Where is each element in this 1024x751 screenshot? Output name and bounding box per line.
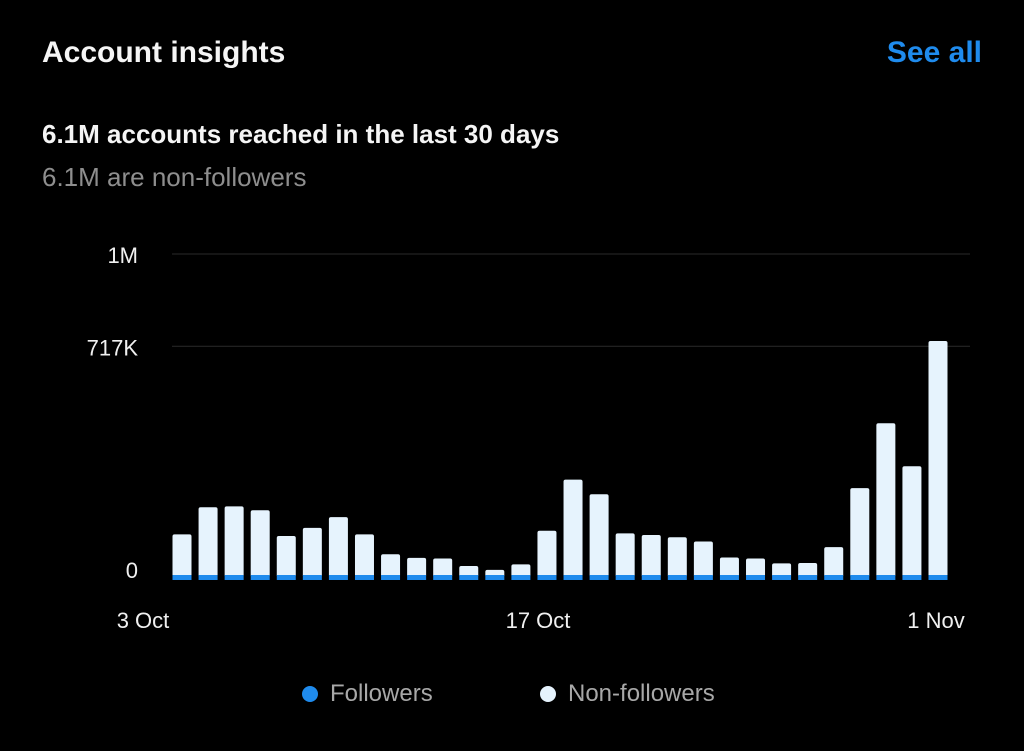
bar-non-followers xyxy=(772,563,792,577)
non-followers-summary: 6.1M are non-followers xyxy=(42,162,307,192)
bar-non-followers xyxy=(563,479,583,577)
bar-followers xyxy=(485,575,505,580)
bar-non-followers xyxy=(876,423,896,577)
reach-bar-chart: 0 717K 1M 3 Oct 17 Oct 1 Nov xyxy=(87,243,970,633)
bar-followers xyxy=(902,575,922,580)
x-tick-label: 1 Nov xyxy=(907,608,964,633)
bar-non-followers xyxy=(172,534,192,577)
bar-followers xyxy=(198,575,218,580)
y-tick-label: 717K xyxy=(87,335,139,360)
bar-non-followers xyxy=(719,557,739,577)
bar-followers xyxy=(224,575,244,580)
bar-followers xyxy=(615,575,635,580)
bar-non-followers xyxy=(693,541,713,577)
bar-followers xyxy=(641,575,661,580)
bar-followers xyxy=(693,575,713,580)
bar-non-followers xyxy=(641,535,661,577)
bar-non-followers xyxy=(381,554,401,577)
bar-followers xyxy=(433,575,453,580)
y-tick-label: 0 xyxy=(126,558,138,583)
bar-followers xyxy=(928,575,948,580)
bar-followers xyxy=(276,575,296,580)
bar-followers xyxy=(537,575,557,580)
bar-non-followers xyxy=(433,558,453,577)
non-followers-dot-icon xyxy=(540,686,556,702)
bar-followers xyxy=(850,575,870,580)
bar-non-followers xyxy=(407,557,427,577)
bar-non-followers xyxy=(328,517,348,577)
x-tick-label: 17 Oct xyxy=(506,608,571,633)
bar-followers xyxy=(667,575,687,580)
see-all-link[interactable]: See all xyxy=(886,36,982,69)
bar-non-followers xyxy=(928,341,948,577)
bar-followers xyxy=(459,575,479,580)
bar-non-followers xyxy=(537,530,557,577)
bar-non-followers xyxy=(224,506,244,577)
bar-followers xyxy=(719,575,739,580)
bar-followers xyxy=(589,575,609,580)
bar-followers xyxy=(876,575,896,580)
y-tick-label: 1M xyxy=(107,243,138,268)
bar-non-followers xyxy=(746,558,766,577)
bar-non-followers xyxy=(302,527,322,577)
chart-legend: Followers Non-followers xyxy=(0,680,1024,714)
bar-non-followers xyxy=(276,535,296,577)
bar-non-followers xyxy=(615,533,635,577)
legend-label-followers: Followers xyxy=(330,680,433,707)
bar-non-followers xyxy=(250,510,270,577)
legend-item-followers: Followers xyxy=(302,680,433,708)
bar-non-followers xyxy=(798,563,818,577)
bar-followers xyxy=(798,575,818,580)
reach-summary: 6.1M accounts reached in the last 30 day… xyxy=(42,119,560,149)
bar-non-followers xyxy=(589,494,609,577)
bar-non-followers xyxy=(824,547,844,577)
x-tick-label: 3 Oct xyxy=(117,608,170,633)
followers-dot-icon xyxy=(302,686,318,702)
bar-followers xyxy=(824,575,844,580)
bar-followers xyxy=(772,575,792,580)
section-title: Account insights xyxy=(42,36,286,69)
bar-non-followers xyxy=(902,466,922,577)
bar-non-followers xyxy=(511,564,531,577)
bar-non-followers xyxy=(198,507,218,577)
bar-non-followers xyxy=(667,537,687,577)
bar-followers xyxy=(381,575,401,580)
legend-item-non-followers: Non-followers xyxy=(540,680,715,708)
bar-followers xyxy=(407,575,427,580)
bar-followers xyxy=(563,575,583,580)
bar-followers xyxy=(250,575,270,580)
bar-followers xyxy=(328,575,348,580)
bar-followers xyxy=(746,575,766,580)
bar-non-followers xyxy=(354,534,374,577)
bar-non-followers xyxy=(459,565,479,577)
bar-followers xyxy=(511,575,531,580)
legend-label-non-followers: Non-followers xyxy=(568,680,715,707)
bar-followers xyxy=(172,575,192,580)
bar-non-followers xyxy=(850,488,870,577)
bar-followers xyxy=(354,575,374,580)
bar-followers xyxy=(302,575,322,580)
